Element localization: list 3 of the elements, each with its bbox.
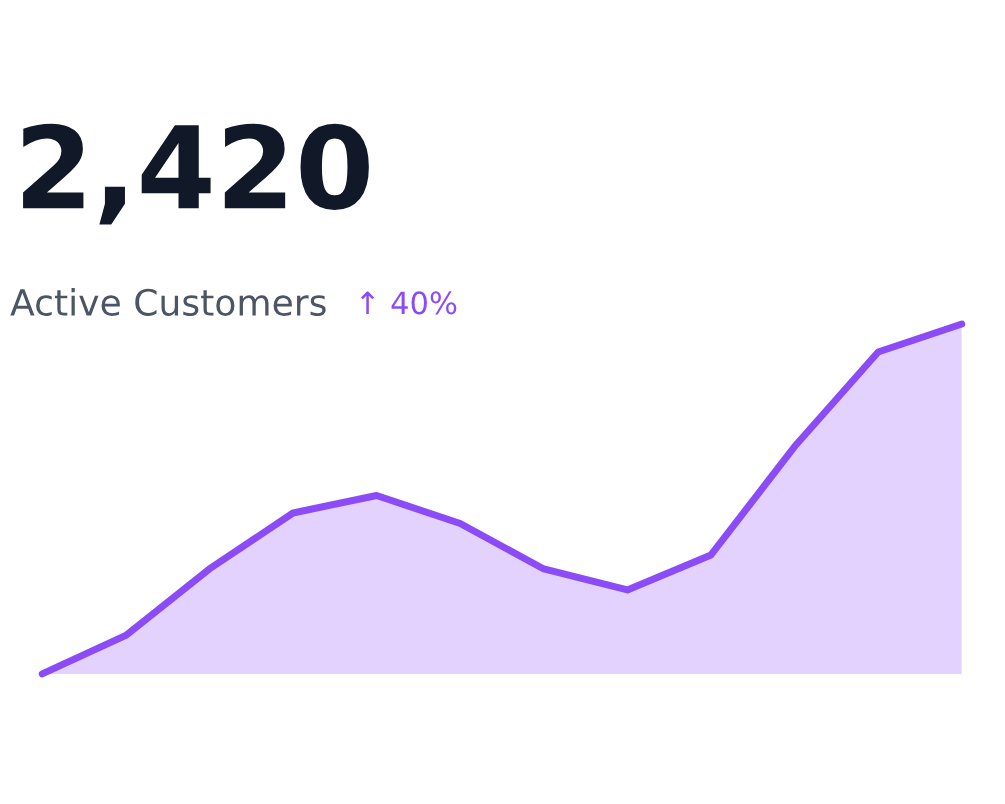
text: ↑ 40% xyxy=(361,291,457,315)
chart-title: 2,420 xyxy=(23,123,369,225)
chart-subtitle: Active Customers xyxy=(10,288,326,316)
